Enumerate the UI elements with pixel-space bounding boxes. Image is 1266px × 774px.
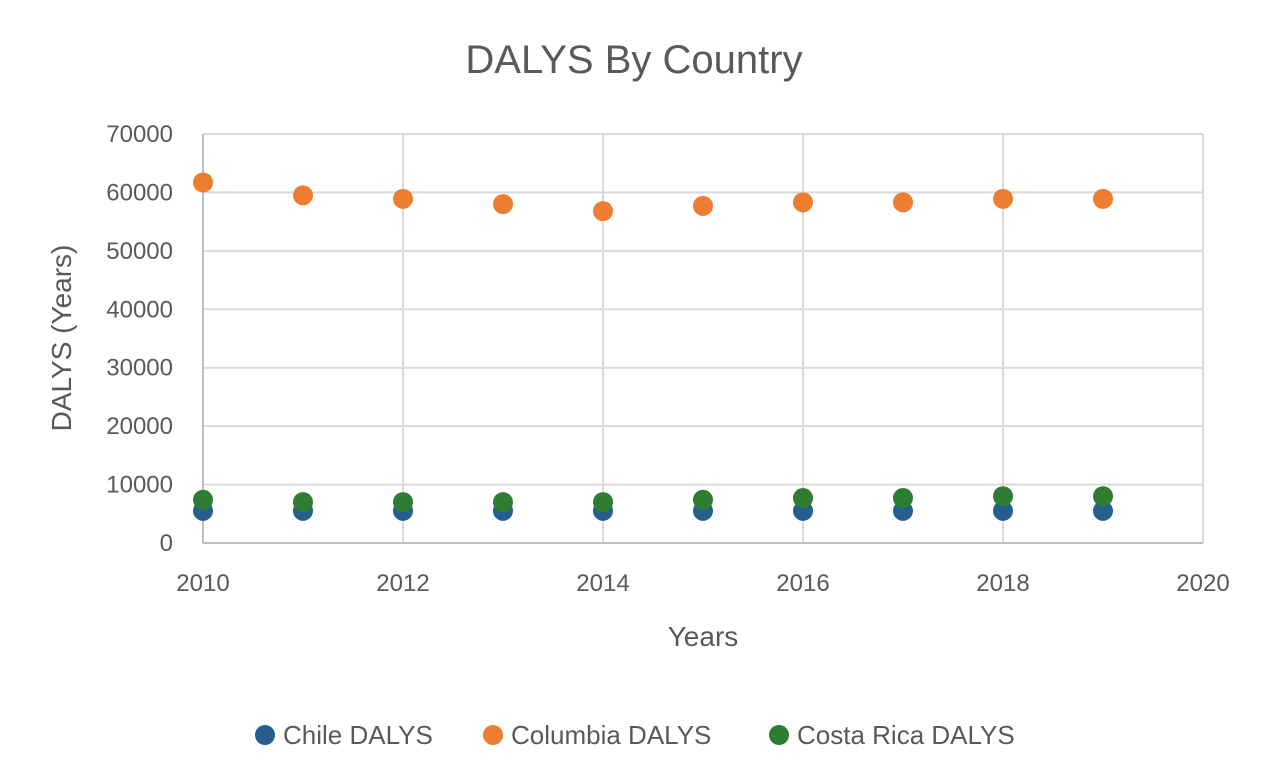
point-costa-rica-dalys — [993, 486, 1013, 507]
legend-label-columbia-dalys: Columbia DALYS — [511, 720, 711, 750]
gridlines — [203, 133, 1204, 543]
point-columbia-dalys — [993, 188, 1013, 209]
point-costa-rica-dalys — [393, 492, 413, 513]
legend-marker-costa-rica-dalys — [769, 725, 789, 745]
y-tick-label: 50000 — [106, 238, 173, 265]
point-columbia-dalys — [493, 194, 513, 215]
y-axis-title: DALYS (Years) — [46, 245, 77, 432]
point-costa-rica-dalys — [193, 489, 213, 510]
x-tick-label: 2010 — [176, 570, 229, 597]
x-tick-label: 2020 — [1176, 570, 1229, 597]
y-tick-label: 0 — [160, 530, 173, 557]
chart-title: DALYS By Country — [465, 38, 802, 82]
y-tick-label: 10000 — [106, 472, 173, 499]
legend-marker-columbia-dalys — [483, 725, 503, 745]
x-tick-label: 2014 — [576, 570, 629, 597]
point-costa-rica-dalys — [793, 488, 813, 509]
point-columbia-dalys — [193, 172, 213, 193]
point-columbia-dalys — [793, 192, 813, 213]
series-costa-rica-dalys — [193, 486, 1113, 513]
y-tick-label: 30000 — [106, 355, 173, 382]
point-columbia-dalys — [593, 201, 613, 222]
point-costa-rica-dalys — [893, 488, 913, 509]
y-tick-label: 60000 — [106, 179, 173, 206]
y-tick-label: 20000 — [106, 413, 173, 440]
legend-marker-chile-dalys — [255, 725, 275, 745]
x-tick-label: 2016 — [776, 570, 829, 597]
y-tick-label: 40000 — [106, 296, 173, 323]
point-columbia-dalys — [893, 192, 913, 213]
point-costa-rica-dalys — [693, 489, 713, 510]
point-costa-rica-dalys — [493, 492, 513, 513]
x-tick-label: 2012 — [376, 570, 429, 597]
legend: Chile DALYS Columbia DALYS Costa Rica DALY… — [255, 720, 1015, 750]
point-costa-rica-dalys — [1093, 486, 1113, 507]
y-tick-label: 70000 — [106, 121, 173, 148]
point-columbia-dalys — [1093, 188, 1113, 209]
point-chile-dalys — [1093, 500, 1113, 521]
legend-label-chile-dalys: Chile DALYS — [283, 720, 433, 750]
point-columbia-dalys — [393, 188, 413, 209]
x-tick-label: 2018 — [976, 570, 1029, 597]
point-columbia-dalys — [293, 185, 313, 206]
point-costa-rica-dalys — [293, 492, 313, 513]
x-axis-title: Years — [668, 621, 739, 652]
point-columbia-dalys — [693, 195, 713, 216]
point-costa-rica-dalys — [593, 492, 613, 513]
axes: 0 10000 20000 30000 40000 50000 60000 70000 2010… — [106, 121, 1229, 597]
series-chile-dalys — [193, 500, 1113, 521]
data-points — [193, 172, 1113, 521]
legend-label-costa-rica-dalys: Costa Rica DALYS — [797, 720, 1015, 750]
series-columbia-dalys — [193, 172, 1113, 222]
point-chile-dalys — [993, 500, 1013, 521]
